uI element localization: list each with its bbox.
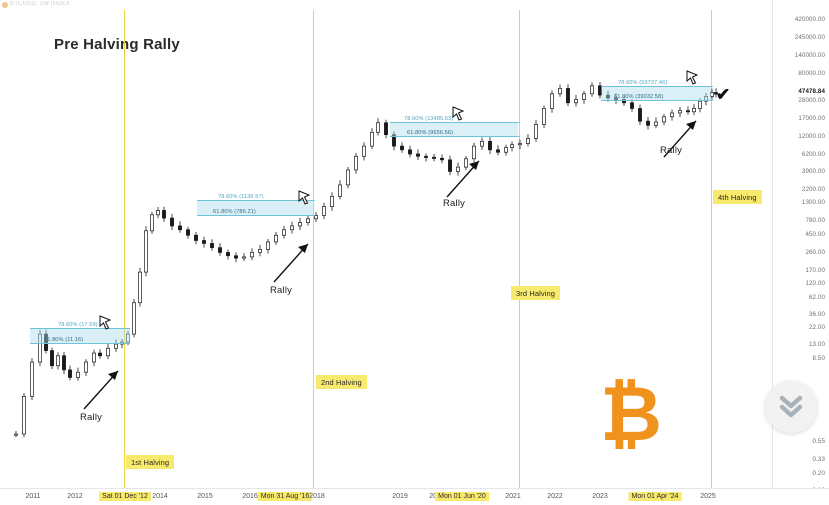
price-tick: 1300.00 <box>801 199 825 206</box>
time-tick: 2011 <box>25 493 41 500</box>
time-tick: 2016 <box>242 493 258 500</box>
price-tick: 13.00 <box>809 341 825 348</box>
time-tick: 2012 <box>67 493 83 500</box>
fib-ext-786-3 <box>390 122 520 123</box>
halving-tag-4[interactable]: 4th Halving <box>713 190 762 204</box>
price-tick: 62.00 <box>809 294 825 301</box>
halving-line-2 <box>313 10 314 488</box>
cursor-pointer-icon-2 <box>298 190 311 205</box>
time-tick-highlighted: Mon 01 Jun '20 <box>435 492 489 501</box>
price-tick: 0.55 <box>812 438 825 445</box>
price-tick: 0.33 <box>812 456 825 463</box>
time-tick: 2023 <box>592 493 608 500</box>
time-axis[interactable]: 2011 2012 Sat 01 Dec '12 2014 2015 2016 Mon 31… <box>0 488 829 505</box>
page-title: Pre Halving Rally <box>54 36 180 53</box>
fib-ext-618-1 <box>30 343 126 344</box>
price-tick: 6200.00 <box>801 151 825 158</box>
check-mark-icon: ✔ <box>716 85 731 104</box>
price-tick: 36.00 <box>809 311 825 318</box>
rally-arrow-1 <box>83 370 119 410</box>
time-tick: 2014 <box>152 493 168 500</box>
rally-label-1: Rally <box>80 412 103 423</box>
cursor-pointer-icon-4 <box>686 70 699 85</box>
price-tick: 8.50 <box>812 355 825 362</box>
cursor-pointer-icon-1 <box>99 315 112 330</box>
fib-label-618-2: 61.80% (786.21) <box>213 209 256 215</box>
chart-plot-area[interactable]: Pre Halving Rally 1st Halving 2nd Halvin… <box>0 10 772 488</box>
time-tick: 2019 <box>392 493 408 500</box>
price-tick: 17000.00 <box>798 115 825 122</box>
fib-label-786-2: 78.60% (1136.57) <box>218 194 264 200</box>
price-tick: 120.00 <box>805 280 825 287</box>
rally-arrow-2 <box>273 243 309 283</box>
price-tick: 80000.00 <box>798 70 825 77</box>
halving-line-1 <box>124 10 125 488</box>
fib-ext-618-4 <box>601 100 713 101</box>
price-tick: 0.20 <box>812 470 825 477</box>
rally-label-2: Rally <box>270 285 293 296</box>
fib-ext-786-2 <box>197 200 315 201</box>
rally-arrow-3 <box>446 160 480 198</box>
time-tick-highlighted: Mon 31 Aug '16 <box>257 492 313 501</box>
price-tick: 2200.00 <box>801 186 825 193</box>
time-tick: 2022 <box>547 493 563 500</box>
fib-label-618-3: 61.80% (9656.56) <box>407 130 454 136</box>
fib-label-618-1: 61.80% (11.16) <box>44 337 84 343</box>
price-tick: 47478.84 <box>798 88 825 95</box>
fib-label-786-4: 78.60% (53737.46) <box>618 80 668 86</box>
price-tick: 28000.00 <box>798 97 825 104</box>
fib-label-618-4: 61.80% (39032.58) <box>614 94 664 100</box>
time-tick-highlighted: Sat 01 Dec '12 <box>99 492 151 501</box>
fib-band-4 <box>601 86 711 101</box>
rally-label-3: Rally <box>443 198 466 209</box>
time-tick: 2021 <box>505 493 521 500</box>
time-tick-highlighted: Mon 01 Apr '24 <box>628 492 682 501</box>
price-tick: 260.00 <box>805 249 825 256</box>
toolbar-symbol-label: BTCUSD, 1W INDEX <box>10 1 71 7</box>
price-tick: 450.00 <box>805 231 825 238</box>
fib-label-786-1: 78.60% (17.59) <box>58 322 98 328</box>
halving-tag-2[interactable]: 2nd Halving <box>316 375 367 389</box>
time-tick: 2025 <box>700 493 716 500</box>
halving-line-3 <box>519 10 520 488</box>
scroll-to-realtime-button[interactable] <box>765 381 817 433</box>
price-tick: 140000.00 <box>794 52 825 59</box>
fib-ext-618-3 <box>390 136 520 137</box>
chart-toolbar: BTCUSD, 1W INDEX <box>0 0 829 10</box>
time-tick: 2018 <box>309 493 325 500</box>
fib-band-1 <box>30 328 130 344</box>
price-tick: 245000.00 <box>794 34 825 41</box>
double-chevron-down-icon <box>779 395 803 418</box>
fib-label-786-3: 78.60% (13485.63) <box>404 116 454 122</box>
price-tick: 22.00 <box>809 324 825 331</box>
fib-ext-786-1 <box>30 328 126 329</box>
time-tick: 2015 <box>197 493 213 500</box>
candlestick-series <box>14 81 718 438</box>
price-tick: 780.00 <box>805 217 825 224</box>
price-tick: 420000.00 <box>794 16 825 23</box>
fib-band-3 <box>390 122 518 137</box>
halving-line-4 <box>711 10 712 488</box>
price-tick: 12000.00 <box>798 133 825 140</box>
rally-arrow-4 <box>663 120 697 158</box>
fib-ext-618-2 <box>197 215 315 216</box>
cursor-pointer-icon-3 <box>452 106 465 121</box>
symbol-dot-icon <box>2 2 8 8</box>
fib-band-2 <box>197 200 313 216</box>
halving-tag-1[interactable]: 1st Halving <box>126 455 175 469</box>
fib-ext-786-4 <box>601 86 713 87</box>
price-tick: 170.00 <box>805 267 825 274</box>
halving-tag-3[interactable]: 3rd Halving <box>511 286 561 300</box>
rally-label-4: Rally <box>660 145 683 156</box>
price-tick: 3900.00 <box>801 168 825 175</box>
bitcoin-logo-watermark: ₿ <box>600 369 662 458</box>
